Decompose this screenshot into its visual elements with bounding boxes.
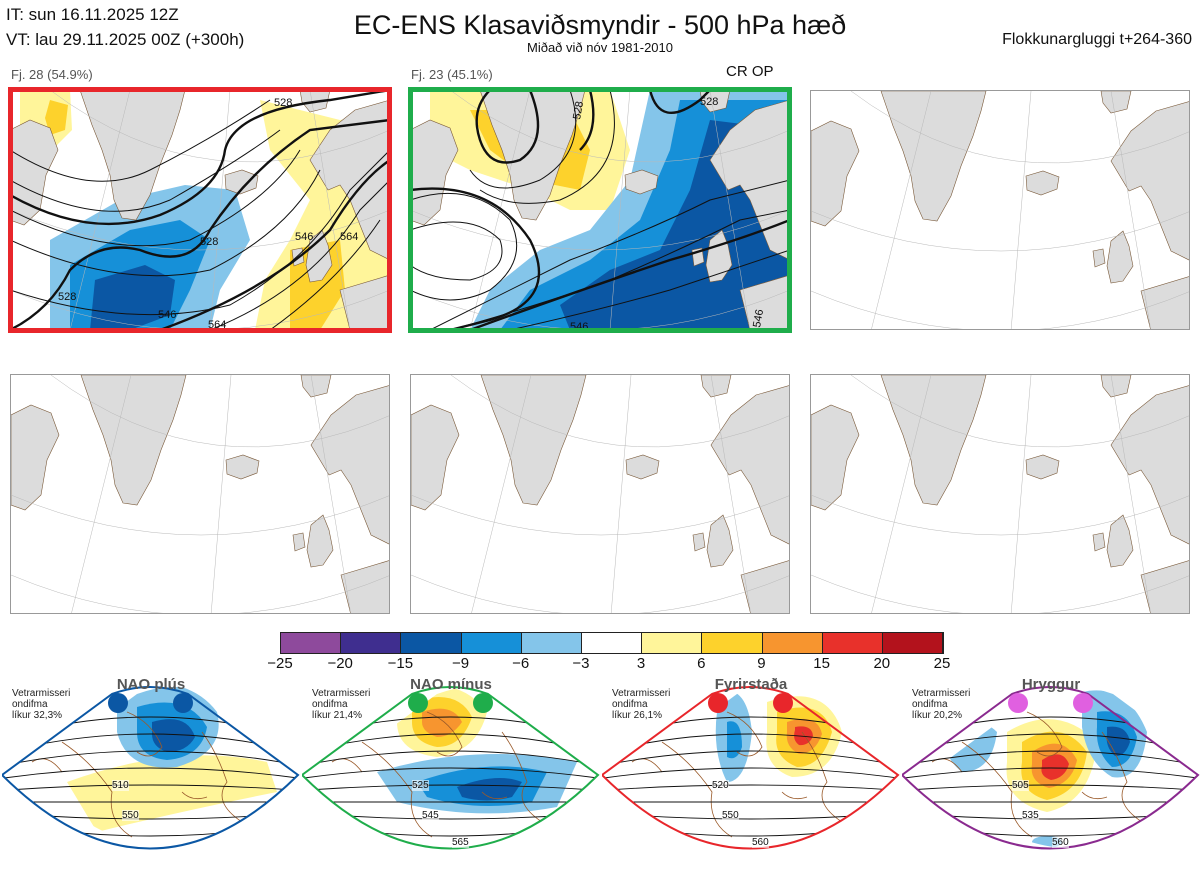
colorbar-segment <box>882 633 944 653</box>
regime-probability-note: Vetrarmisseri ondifma líkur 26,1% <box>612 688 671 721</box>
init-time: IT: sun 16.11.2025 12Z <box>6 5 179 24</box>
cluster-2-tag: CR OP <box>726 63 774 80</box>
regime-title: Fyrirstaða <box>714 676 788 693</box>
colorbar-segment <box>642 633 703 653</box>
cluster-2-contours: 528 528 546 546 <box>410 90 790 330</box>
contour-label: 528 <box>274 97 292 109</box>
regime-title: NAO mínus <box>410 676 492 693</box>
colorbar-tick-label: −25 <box>267 655 293 672</box>
regime-probability-note: Vetrarmisseri ondifma líkur 32,3% <box>12 688 71 721</box>
colorbar-segment <box>702 633 763 653</box>
regime-probability-note: Vetrarmisseri ondifma líkur 21,4% <box>312 688 371 721</box>
cluster-window: Flokkunargluggi t+264-360 <box>1002 31 1192 48</box>
empty-map-panel <box>810 374 1190 614</box>
regime-contour-label: 505 <box>1012 780 1029 791</box>
colorbar-segment <box>281 633 342 653</box>
regime-panel: Fyrirstaða Vetrarmisseri ondifma líkur 26,1… <box>602 672 900 870</box>
colorbar-tick-label: −3 <box>572 655 590 672</box>
colorbar-segment <box>341 633 402 653</box>
colorbar-segment <box>461 633 522 653</box>
colorbar-tick-label: 25 <box>933 655 951 672</box>
colorbar-tick-label: 20 <box>873 655 891 672</box>
empty-map-panel <box>10 374 390 614</box>
cluster-1-contours: 528 528 546 546 564 528 564 <box>10 90 390 330</box>
regime-contour-label: 550 <box>722 810 739 821</box>
colorbar-segment <box>762 633 823 653</box>
colorbar-segment <box>521 633 582 653</box>
colorbar-segment <box>401 633 462 653</box>
page-subtitle: Miðað við nóv 1981-2010 <box>527 40 673 55</box>
regime-contour-label: 510 <box>112 780 129 791</box>
colorbar-tick-label: 15 <box>813 655 830 672</box>
contour-label: 564 <box>340 231 358 243</box>
colorbar-segment <box>822 633 883 653</box>
contour-label: 564 <box>208 319 226 330</box>
valid-time: VT: lau 29.11.2025 00Z (+300h) <box>6 30 245 49</box>
regime-contour-label: 560 <box>752 837 769 848</box>
regime-panel: Hryggur Vetrarmisseri ondifma líkur 20,2% 50… <box>902 672 1200 870</box>
cluster-1-map: 528 528 546 546 564 528 564 <box>10 90 390 330</box>
regime-contour-label: 535 <box>1022 810 1039 821</box>
cluster-2-label: Fj. 23 (45.1%) <box>411 67 493 82</box>
empty-map-panel <box>410 374 790 614</box>
cluster-1-label: Fj. 28 (54.9%) <box>11 67 93 82</box>
regime-title: Hryggur <box>1021 676 1081 693</box>
regime-panel: NAO plús Vetrarmisseri ondifma líkur 32,3% 5… <box>2 672 300 870</box>
cluster-2-map: 528 528 546 546 <box>410 90 790 330</box>
contour-label: 546 <box>295 231 313 243</box>
colorbar-tick-label: −15 <box>387 655 414 672</box>
contour-label: 546 <box>158 309 176 321</box>
regime-probability-note: Vetrarmisseri ondifma líkur 20,2% <box>912 688 971 721</box>
regime-contour-label: 550 <box>122 810 139 821</box>
colorbar-tick-label: 9 <box>757 655 766 672</box>
page-title: EC-ENS Klasaviðsmyndir - 500 hPa hæð <box>353 10 847 40</box>
regime-contour-label: 565 <box>452 837 469 848</box>
regime-panel: NAO mínus Vetrarmisseri ondifma líkur 21,4%… <box>302 672 600 870</box>
contour-label: 546 <box>570 321 588 330</box>
regime-title: NAO plús <box>116 676 186 693</box>
regime-contour-label: 560 <box>1052 837 1069 848</box>
colorbar-tick-label: −20 <box>327 655 353 672</box>
colorbar-segment <box>581 633 643 653</box>
colorbar-tick-label: 6 <box>697 655 706 672</box>
contour-label: 528 <box>700 96 718 108</box>
colorbar-tick-label: −6 <box>512 655 530 672</box>
contour-label: 528 <box>58 291 76 303</box>
colorbar-tick-label: −9 <box>451 655 470 672</box>
regime-contour-label: 520 <box>712 780 729 791</box>
colorbar <box>280 632 944 654</box>
empty-map-panel <box>810 90 1190 330</box>
regime-contour-label: 525 <box>412 780 429 791</box>
contour-label: 546 <box>751 308 766 328</box>
regime-contour-label: 545 <box>422 810 439 821</box>
colorbar-tick-label: 3 <box>636 655 646 672</box>
contour-label: 528 <box>571 100 586 120</box>
contour-label: 528 <box>200 236 218 248</box>
